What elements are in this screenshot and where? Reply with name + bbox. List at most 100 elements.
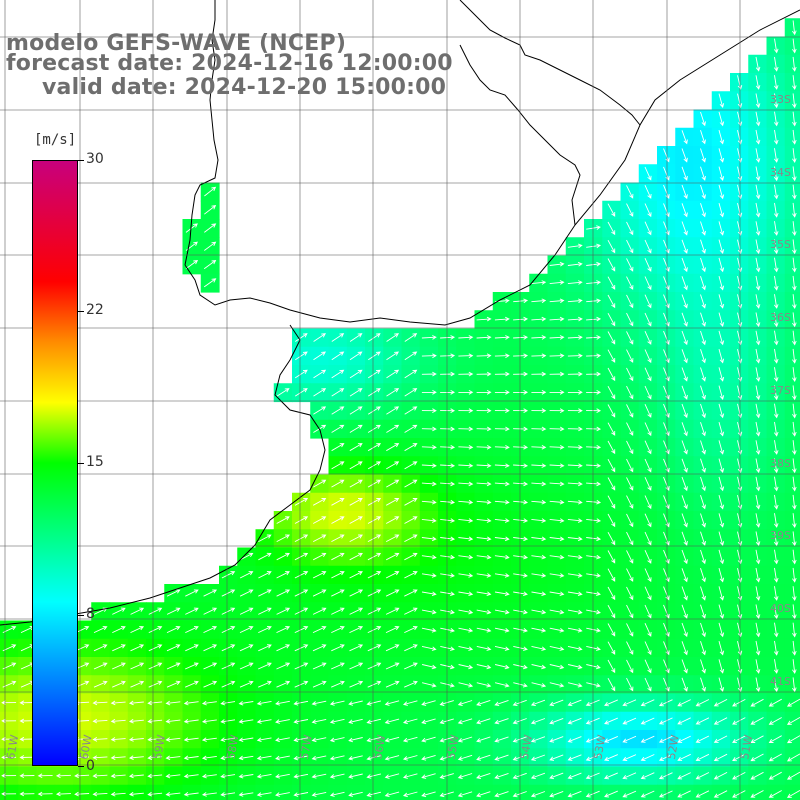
wind-cell	[182, 784, 202, 800]
wind-arrow	[311, 755, 327, 761]
wind-arrow	[792, 184, 797, 200]
wind-arrow	[755, 148, 761, 163]
wind-arrow	[549, 591, 565, 597]
wind-arrow	[713, 735, 728, 743]
wind-cell	[784, 602, 800, 622]
wind-arrow	[92, 718, 108, 724]
wind-arrow	[385, 516, 400, 524]
wind-arrow	[185, 223, 198, 233]
wind-arrow	[494, 573, 510, 578]
wind-arrow	[421, 408, 437, 413]
wind-cell	[602, 784, 622, 800]
wind-arrow	[755, 257, 761, 273]
wind-cell	[620, 784, 640, 800]
wind-cell	[73, 784, 92, 800]
wind-arrow	[792, 458, 797, 474]
wind-cell	[292, 328, 311, 348]
wind-arrow	[367, 571, 382, 579]
wind-arrow	[421, 591, 437, 597]
map-title: modelo GEFS-WAVE (NCEP)	[6, 31, 347, 56]
wind-arrow	[718, 458, 725, 473]
wind-arrow	[626, 568, 634, 582]
lat-label: 35S	[770, 238, 791, 251]
wind-arrow	[404, 571, 418, 579]
wind-cell	[292, 784, 311, 800]
wind-arrow	[275, 792, 290, 797]
wind-cell	[310, 784, 330, 800]
colorbar-tickmark	[78, 463, 84, 464]
wind-arrow	[128, 791, 144, 797]
wind-arrow	[293, 792, 309, 797]
wind-arrow	[567, 645, 583, 651]
wind-arrow	[718, 129, 725, 145]
wind-arrow	[204, 223, 217, 233]
valid-date: valid date: 2024-12-20 15:00:00	[42, 75, 447, 100]
wind-arrow	[404, 388, 418, 397]
wind-arrow	[549, 371, 565, 377]
wind-arrow	[476, 573, 492, 578]
wind-arrow	[549, 699, 564, 707]
wind-arrow	[531, 445, 547, 450]
wind-arrow	[366, 773, 382, 779]
wind-arrow	[750, 771, 764, 780]
wind-arrow	[476, 627, 492, 633]
wind-arrow	[681, 312, 688, 327]
wind-arrow	[773, 348, 779, 364]
wind-arrow	[128, 773, 144, 779]
wind-arrow	[421, 736, 436, 743]
wind-arrow	[386, 406, 400, 415]
wind-arrow	[626, 641, 634, 655]
wind-arrow	[386, 443, 400, 452]
wind-arrow	[755, 549, 761, 565]
wind-arrow	[165, 700, 181, 706]
wind-arrow	[366, 791, 382, 798]
wind-arrow	[348, 700, 363, 706]
wind-arrow	[402, 736, 418, 743]
wind-arrow	[367, 680, 382, 688]
wind-arrow	[458, 408, 474, 413]
wind-arrow	[755, 586, 761, 601]
wind-arrow	[607, 513, 616, 528]
wind-arrow	[203, 607, 218, 615]
wind-arrow	[549, 717, 564, 725]
wind-arrow	[773, 56, 779, 72]
wind-arrow	[185, 625, 199, 634]
colorbar-unit: [m/s]	[34, 132, 77, 148]
wind-arrow	[239, 625, 254, 634]
wind-arrow	[275, 773, 290, 779]
wind-arrow	[640, 735, 655, 743]
wind-arrow	[110, 737, 126, 742]
wind-arrow	[713, 771, 728, 780]
wind-arrow	[755, 494, 761, 510]
wind-arrow	[531, 645, 547, 651]
wind-arrow	[93, 625, 108, 634]
wind-cell	[784, 73, 800, 92]
wind-arrow	[773, 75, 779, 90]
wind-arrow	[258, 680, 272, 688]
wind-arrow	[773, 330, 779, 346]
wind-arrow	[755, 567, 761, 583]
wind-arrow	[19, 791, 35, 797]
wind-arrow	[644, 623, 652, 637]
wind-arrow	[773, 184, 779, 200]
wind-arrow	[110, 718, 126, 724]
wind-arrow	[331, 424, 345, 433]
wind-arrow	[404, 662, 418, 670]
wind-arrow	[312, 516, 327, 524]
wind-arrow	[681, 476, 688, 492]
wind-arrow	[732, 772, 746, 780]
lon-label: 57W	[298, 734, 315, 761]
wind-arrow	[531, 664, 547, 670]
wind-arrow	[276, 552, 290, 561]
wind-arrow	[755, 275, 761, 291]
wind-arrow	[258, 552, 272, 561]
wind-arrow	[494, 718, 509, 725]
wind-arrow	[331, 534, 345, 542]
wind-arrow	[421, 609, 437, 615]
wind-arrow	[607, 331, 616, 345]
wind-arrow	[402, 791, 418, 798]
wind-arrow	[331, 552, 345, 561]
wind-arrow	[55, 773, 71, 779]
wind-arrow	[567, 554, 583, 560]
wind-arrow	[349, 369, 363, 379]
